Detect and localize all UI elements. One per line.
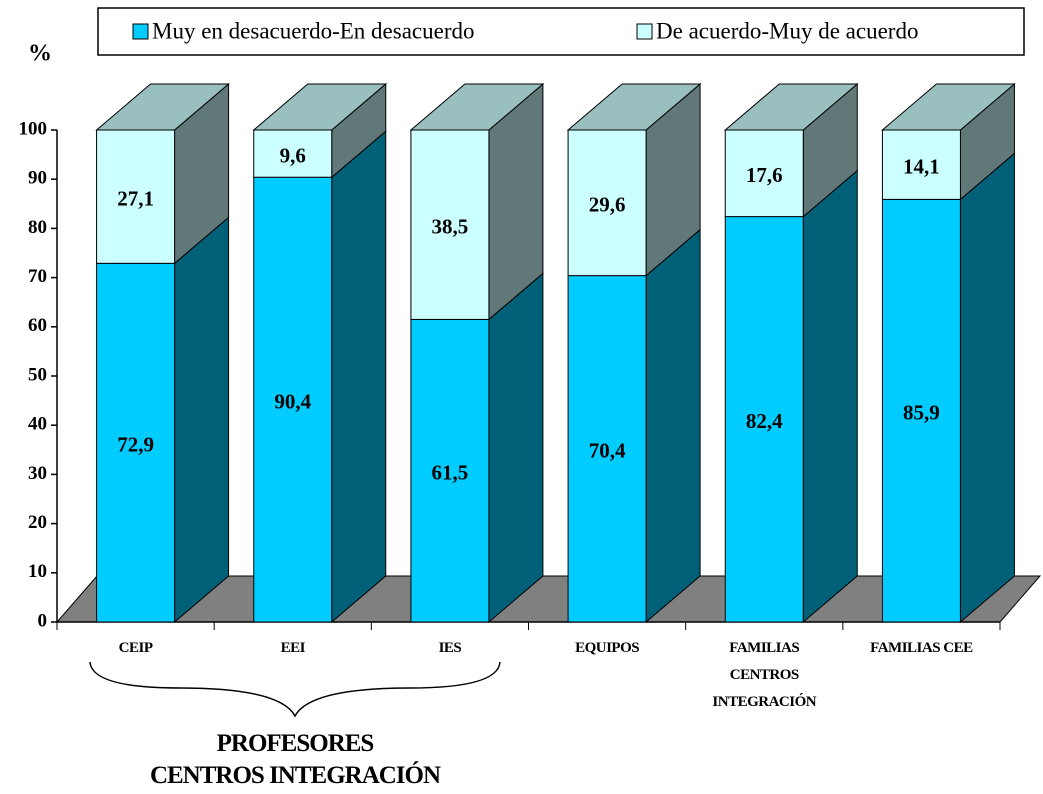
y-tick-label: 50 bbox=[28, 364, 47, 385]
data-label: 82,4 bbox=[746, 409, 783, 433]
bar bbox=[410, 318, 490, 623]
y-tick-label: 90 bbox=[28, 168, 47, 189]
bar-side bbox=[645, 228, 701, 624]
bar-side bbox=[959, 152, 1015, 624]
bar-top bbox=[723, 83, 859, 131]
x-tick-label: FAMILIAS CEE bbox=[870, 640, 973, 656]
annotation: PROFESORES CENTROS INTEGRACIÓN bbox=[149, 730, 441, 789]
legend-box bbox=[97, 7, 1025, 56]
y-tick-label: 0 bbox=[38, 610, 48, 631]
bar bbox=[724, 129, 804, 218]
bar-side bbox=[331, 130, 387, 624]
y-tick-label: 40 bbox=[28, 414, 47, 435]
y-tick-label: 20 bbox=[28, 512, 47, 533]
data-label: 17,6 bbox=[746, 163, 783, 187]
y-tick-label: 80 bbox=[28, 217, 47, 238]
data-label: 38,5 bbox=[432, 215, 469, 239]
bar-top bbox=[566, 83, 702, 131]
bar-top bbox=[409, 83, 545, 131]
y-tick-label: 100 bbox=[19, 118, 48, 139]
y-tick-label: 60 bbox=[28, 315, 47, 336]
bar bbox=[881, 129, 961, 200]
bar bbox=[567, 129, 647, 277]
y-axis-label: % bbox=[28, 41, 52, 67]
x-tick-label: IES bbox=[438, 640, 462, 656]
bar-side bbox=[488, 272, 544, 624]
bar-top bbox=[95, 83, 230, 131]
x-tick-label: CEIP bbox=[118, 640, 153, 656]
bracket bbox=[89, 661, 501, 718]
data-label: 70,4 bbox=[589, 439, 626, 463]
data-label: 14,1 bbox=[903, 154, 940, 178]
bar-side bbox=[802, 169, 858, 624]
data-label: 85,9 bbox=[903, 400, 940, 424]
bar bbox=[881, 198, 961, 623]
data-label: 61,5 bbox=[432, 461, 469, 485]
legend-swatch bbox=[132, 23, 149, 40]
y-tick-label: 70 bbox=[28, 266, 47, 287]
bar-side bbox=[174, 216, 230, 624]
bar-top bbox=[881, 83, 1016, 131]
legend-swatch bbox=[636, 23, 653, 40]
data-label: 72,9 bbox=[117, 432, 154, 456]
data-label: 90,4 bbox=[274, 389, 311, 413]
bar-top bbox=[252, 83, 388, 131]
legend-label: Muy en desacuerdo-En desacuerdo bbox=[152, 18, 475, 43]
data-label: 27,1 bbox=[117, 186, 154, 210]
legend-label: De acuerdo-Muy de acuerdo bbox=[656, 18, 918, 43]
data-label: 29,6 bbox=[589, 193, 626, 217]
bar bbox=[253, 176, 333, 623]
bar bbox=[410, 129, 490, 320]
x-tick-label: EEI bbox=[280, 640, 306, 656]
data-label: 9,6 bbox=[280, 143, 306, 167]
x-tick-label: EQUIPOS bbox=[575, 640, 640, 656]
x-tick-label: FAMILIAS CENTROS INTEGRACIÓN bbox=[712, 640, 817, 710]
bar bbox=[96, 262, 176, 623]
y-tick-label: 30 bbox=[28, 463, 47, 484]
y-tick-label: 10 bbox=[28, 561, 47, 582]
